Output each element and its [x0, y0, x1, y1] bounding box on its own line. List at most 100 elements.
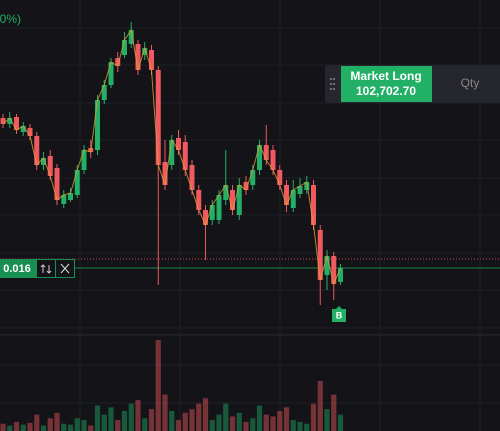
volume-bar	[189, 409, 195, 431]
candle-body	[155, 70, 161, 165]
position-qty: 0.016	[3, 263, 31, 275]
candle-body	[142, 48, 148, 55]
volume-bar	[135, 400, 141, 431]
candle-body	[34, 136, 40, 165]
candle-body	[270, 150, 276, 170]
candle-body	[230, 190, 235, 210]
candle-body	[68, 193, 73, 200]
reverse-icon	[40, 264, 52, 274]
volume-bar	[175, 420, 182, 431]
candle-body	[149, 50, 154, 70]
volume-bar	[155, 340, 161, 431]
qty-box	[0, 259, 36, 278]
candle-body	[277, 170, 283, 185]
candle-body	[182, 142, 188, 170]
candle-body	[0, 118, 6, 124]
volume-bar	[121, 410, 128, 431]
candle-body	[263, 145, 269, 160]
volume-bar	[74, 418, 80, 431]
volume-bar	[236, 412, 242, 431]
volume-bar	[115, 420, 121, 431]
volume-bar	[61, 423, 67, 431]
volume-bar	[47, 418, 53, 431]
buy-marker	[332, 306, 346, 322]
volume-bar	[209, 420, 215, 431]
volume-bar	[94, 405, 101, 431]
candle-body	[169, 140, 175, 165]
candle-body	[317, 230, 323, 280]
volume-bar	[20, 424, 26, 431]
volume-bar	[81, 420, 87, 431]
candle-body	[324, 256, 330, 275]
candle-body	[61, 195, 67, 204]
candle-body	[250, 170, 256, 185]
marker-label: B	[336, 310, 343, 320]
candle-body	[290, 190, 296, 208]
order-widget: Market Long 102,702.70 Qty	[325, 65, 500, 103]
volume-bar	[54, 412, 60, 431]
volume-bar	[169, 410, 175, 431]
volume-bar	[67, 424, 74, 431]
volume-bar	[7, 425, 13, 431]
candle-body	[216, 195, 222, 220]
volume-bar	[34, 414, 40, 431]
candle-body	[311, 185, 316, 225]
candle-body	[101, 85, 107, 100]
volume-pane	[0, 340, 344, 431]
button-title: Market Long	[350, 69, 421, 83]
candle-body	[176, 138, 181, 150]
volume-bar	[256, 405, 263, 431]
candle-body	[331, 256, 337, 284]
candle-body	[304, 182, 310, 190]
candle-body	[243, 182, 249, 190]
volume-bar	[182, 412, 188, 431]
volume-bar	[88, 425, 94, 431]
candle-body	[297, 186, 303, 194]
volume-bar	[216, 414, 222, 431]
candle-body	[209, 205, 215, 220]
volume-bar	[13, 421, 20, 431]
drag-handle[interactable]	[330, 78, 335, 90]
volume-bar	[263, 414, 269, 431]
qty-input[interactable]: Qty	[461, 76, 480, 90]
candle-body	[162, 162, 168, 185]
volume-bar	[202, 398, 209, 431]
candle-body	[135, 44, 141, 70]
candle-body	[338, 268, 343, 282]
candle-body	[27, 128, 33, 136]
candle-body	[7, 118, 13, 124]
price-lines	[0, 258, 500, 269]
volume-bar	[40, 425, 47, 431]
volume-bar	[331, 394, 337, 431]
candle-body	[203, 210, 208, 225]
volume-bar	[304, 423, 310, 431]
candle-body	[81, 150, 87, 170]
candle-body	[47, 156, 53, 176]
volume-bar	[223, 403, 229, 431]
volume-bar	[148, 409, 155, 431]
volume-bar	[162, 394, 168, 431]
candle-body	[14, 117, 19, 130]
volume-bar	[250, 418, 256, 431]
volume-bar	[101, 414, 107, 431]
volume-bar	[317, 380, 323, 431]
candle-body	[20, 126, 26, 132]
candle-body	[257, 145, 262, 170]
market-long-button[interactable]	[341, 66, 432, 102]
close-line	[2, 28, 341, 286]
volume-bar	[27, 422, 33, 431]
candle-body	[223, 185, 229, 200]
volume-bar	[277, 410, 283, 431]
volume-bar	[0, 423, 6, 431]
reverse-button[interactable]	[36, 259, 56, 278]
candle-body	[189, 165, 195, 190]
close-icon	[60, 263, 70, 274]
candles	[0, 22, 343, 305]
volume-bar	[270, 416, 276, 431]
volume-bar	[142, 418, 148, 431]
position-label: 0.016	[0, 259, 75, 278]
candle-body	[196, 190, 202, 210]
button-price: 102,702.70	[356, 84, 416, 98]
candle-body	[41, 158, 46, 165]
